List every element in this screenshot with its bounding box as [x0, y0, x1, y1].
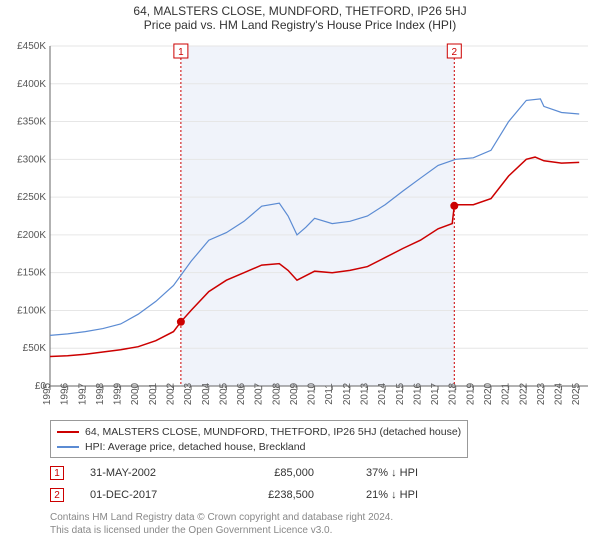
chart-legend: 64, MALSTERS CLOSE, MUNDFORD, THETFORD, …	[50, 420, 468, 458]
transaction-date: 31-MAY-2002	[90, 467, 206, 479]
page-subtitle: Price paid vs. HM Land Registry's House …	[8, 18, 592, 32]
transaction-date: 01-DEC-2017	[90, 489, 206, 501]
legend-swatch	[57, 431, 79, 433]
footer-text: Contains HM Land Registry data © Crown c…	[50, 512, 592, 537]
svg-text:£250K: £250K	[17, 192, 46, 203]
transaction-delta: 21% ↓ HPI	[340, 489, 418, 501]
legend-label: HPI: Average price, detached house, Brec…	[85, 441, 305, 453]
transaction-row: 1 31-MAY-2002 £85,000 37% ↓ HPI	[50, 462, 592, 484]
transaction-row: 2 01-DEC-2017 £238,500 21% ↓ HPI	[50, 484, 592, 506]
transaction-delta: 37% ↓ HPI	[340, 467, 418, 479]
svg-text:£200K: £200K	[17, 230, 46, 241]
svg-text:£300K: £300K	[17, 154, 46, 165]
svg-text:£150K: £150K	[17, 268, 46, 279]
transaction-price: £85,000	[232, 467, 314, 479]
page-title: 64, MALSTERS CLOSE, MUNDFORD, THETFORD, …	[8, 4, 592, 18]
legend-item: 64, MALSTERS CLOSE, MUNDFORD, THETFORD, …	[57, 424, 461, 439]
svg-text:1: 1	[178, 47, 184, 58]
transaction-price: £238,500	[232, 489, 314, 501]
svg-text:£350K: £350K	[17, 117, 46, 128]
footer-line: This data is licensed under the Open Gov…	[50, 525, 592, 538]
transaction-list: 1 31-MAY-2002 £85,000 37% ↓ HPI 2 01-DEC…	[50, 462, 592, 506]
legend-label: 64, MALSTERS CLOSE, MUNDFORD, THETFORD, …	[85, 426, 461, 438]
svg-text:£450K: £450K	[17, 41, 46, 52]
legend-item: HPI: Average price, detached house, Brec…	[57, 439, 461, 454]
footer-line: Contains HM Land Registry data © Crown c…	[50, 512, 592, 525]
transaction-marker-icon: 2	[50, 488, 64, 502]
price-chart: £0£50K£100K£150K£200K£250K£300K£350K£400…	[8, 36, 592, 416]
svg-text:£50K: £50K	[23, 343, 47, 354]
svg-text:£400K: £400K	[17, 79, 46, 90]
transaction-marker-icon: 1	[50, 466, 64, 480]
legend-swatch	[57, 446, 79, 448]
svg-text:£100K: £100K	[17, 305, 46, 316]
svg-text:2: 2	[452, 47, 458, 58]
